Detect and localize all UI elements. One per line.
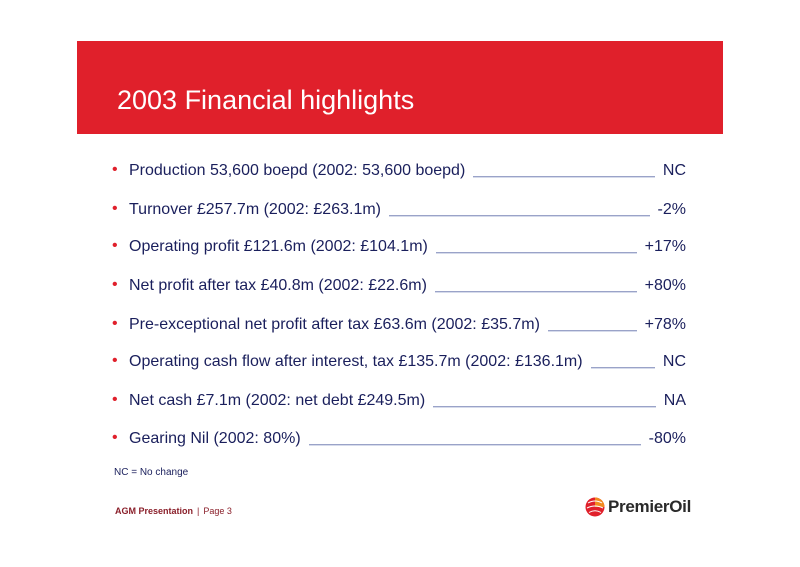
leader-line <box>389 215 650 216</box>
list-item: • Operating cash flow after interest, ta… <box>112 351 686 375</box>
item-text: Operating profit £121.6m (2002: £104.1m) <box>129 238 428 255</box>
list-item: • Net cash £7.1m (2002: net debt £249.5m… <box>112 390 686 414</box>
bullet-icon: • <box>112 237 118 254</box>
bullet-icon: • <box>112 352 118 369</box>
bullet-icon: • <box>112 200 118 217</box>
item-text: Gearing Nil (2002: 80%) <box>129 430 301 447</box>
item-value: +17% <box>644 238 686 255</box>
page-number: Page 3 <box>203 506 232 516</box>
item-value: NA <box>663 392 686 409</box>
leader-line <box>548 330 637 331</box>
bullet-icon: • <box>112 391 118 408</box>
logo-wordmark: PremierOil <box>608 497 691 516</box>
premier-oil-globe-icon <box>585 497 605 517</box>
list-item: • Operating profit £121.6m (2002: £104.1… <box>112 236 686 260</box>
item-value: -2% <box>657 201 686 218</box>
item-value: -80% <box>648 430 686 447</box>
list-item: • Turnover £257.7m (2002: £263.1m) -2% <box>112 199 686 223</box>
bullet-icon: • <box>112 161 118 178</box>
leader-line <box>591 367 655 368</box>
item-text: Production 53,600 boepd (2002: 53,600 bo… <box>129 162 466 179</box>
leader-line <box>309 444 641 445</box>
leader-line <box>473 176 655 177</box>
item-value: +78% <box>644 316 686 333</box>
item-text: Pre-exceptional net profit after tax £63… <box>129 316 540 333</box>
item-text: Operating cash flow after interest, tax … <box>129 353 583 370</box>
title-banner: 2003 Financial highlights <box>77 41 723 134</box>
leader-line <box>436 252 637 253</box>
item-value: NC <box>662 353 686 370</box>
slide-footer: AGM Presentation | Page 3 <box>115 506 232 516</box>
item-text: Turnover £257.7m (2002: £263.1m) <box>129 201 381 218</box>
footer-label: AGM Presentation <box>115 506 194 516</box>
list-item: • Net profit after tax £40.8m (2002: £22… <box>112 275 686 299</box>
leader-line <box>435 291 637 292</box>
bullet-icon: • <box>112 429 118 446</box>
bullet-icon: • <box>112 276 118 293</box>
footer-separator: | <box>197 506 200 516</box>
item-value: NC <box>662 162 686 179</box>
list-item: • Gearing Nil (2002: 80%) -80% <box>112 428 686 452</box>
company-logo: PremierOil <box>585 496 691 518</box>
item-value: +80% <box>644 277 686 294</box>
item-text: Net cash £7.1m (2002: net debt £249.5m) <box>129 392 426 409</box>
list-item: • Pre-exceptional net profit after tax £… <box>112 314 686 338</box>
leader-line <box>433 406 656 407</box>
bullet-icon: • <box>112 315 118 332</box>
footnote: NC = No change <box>114 467 189 478</box>
slide-title: 2003 Financial highlights <box>117 85 415 115</box>
item-text: Net profit after tax £40.8m (2002: £22.6… <box>129 277 427 294</box>
list-item: • Production 53,600 boepd (2002: 53,600 … <box>112 160 686 184</box>
